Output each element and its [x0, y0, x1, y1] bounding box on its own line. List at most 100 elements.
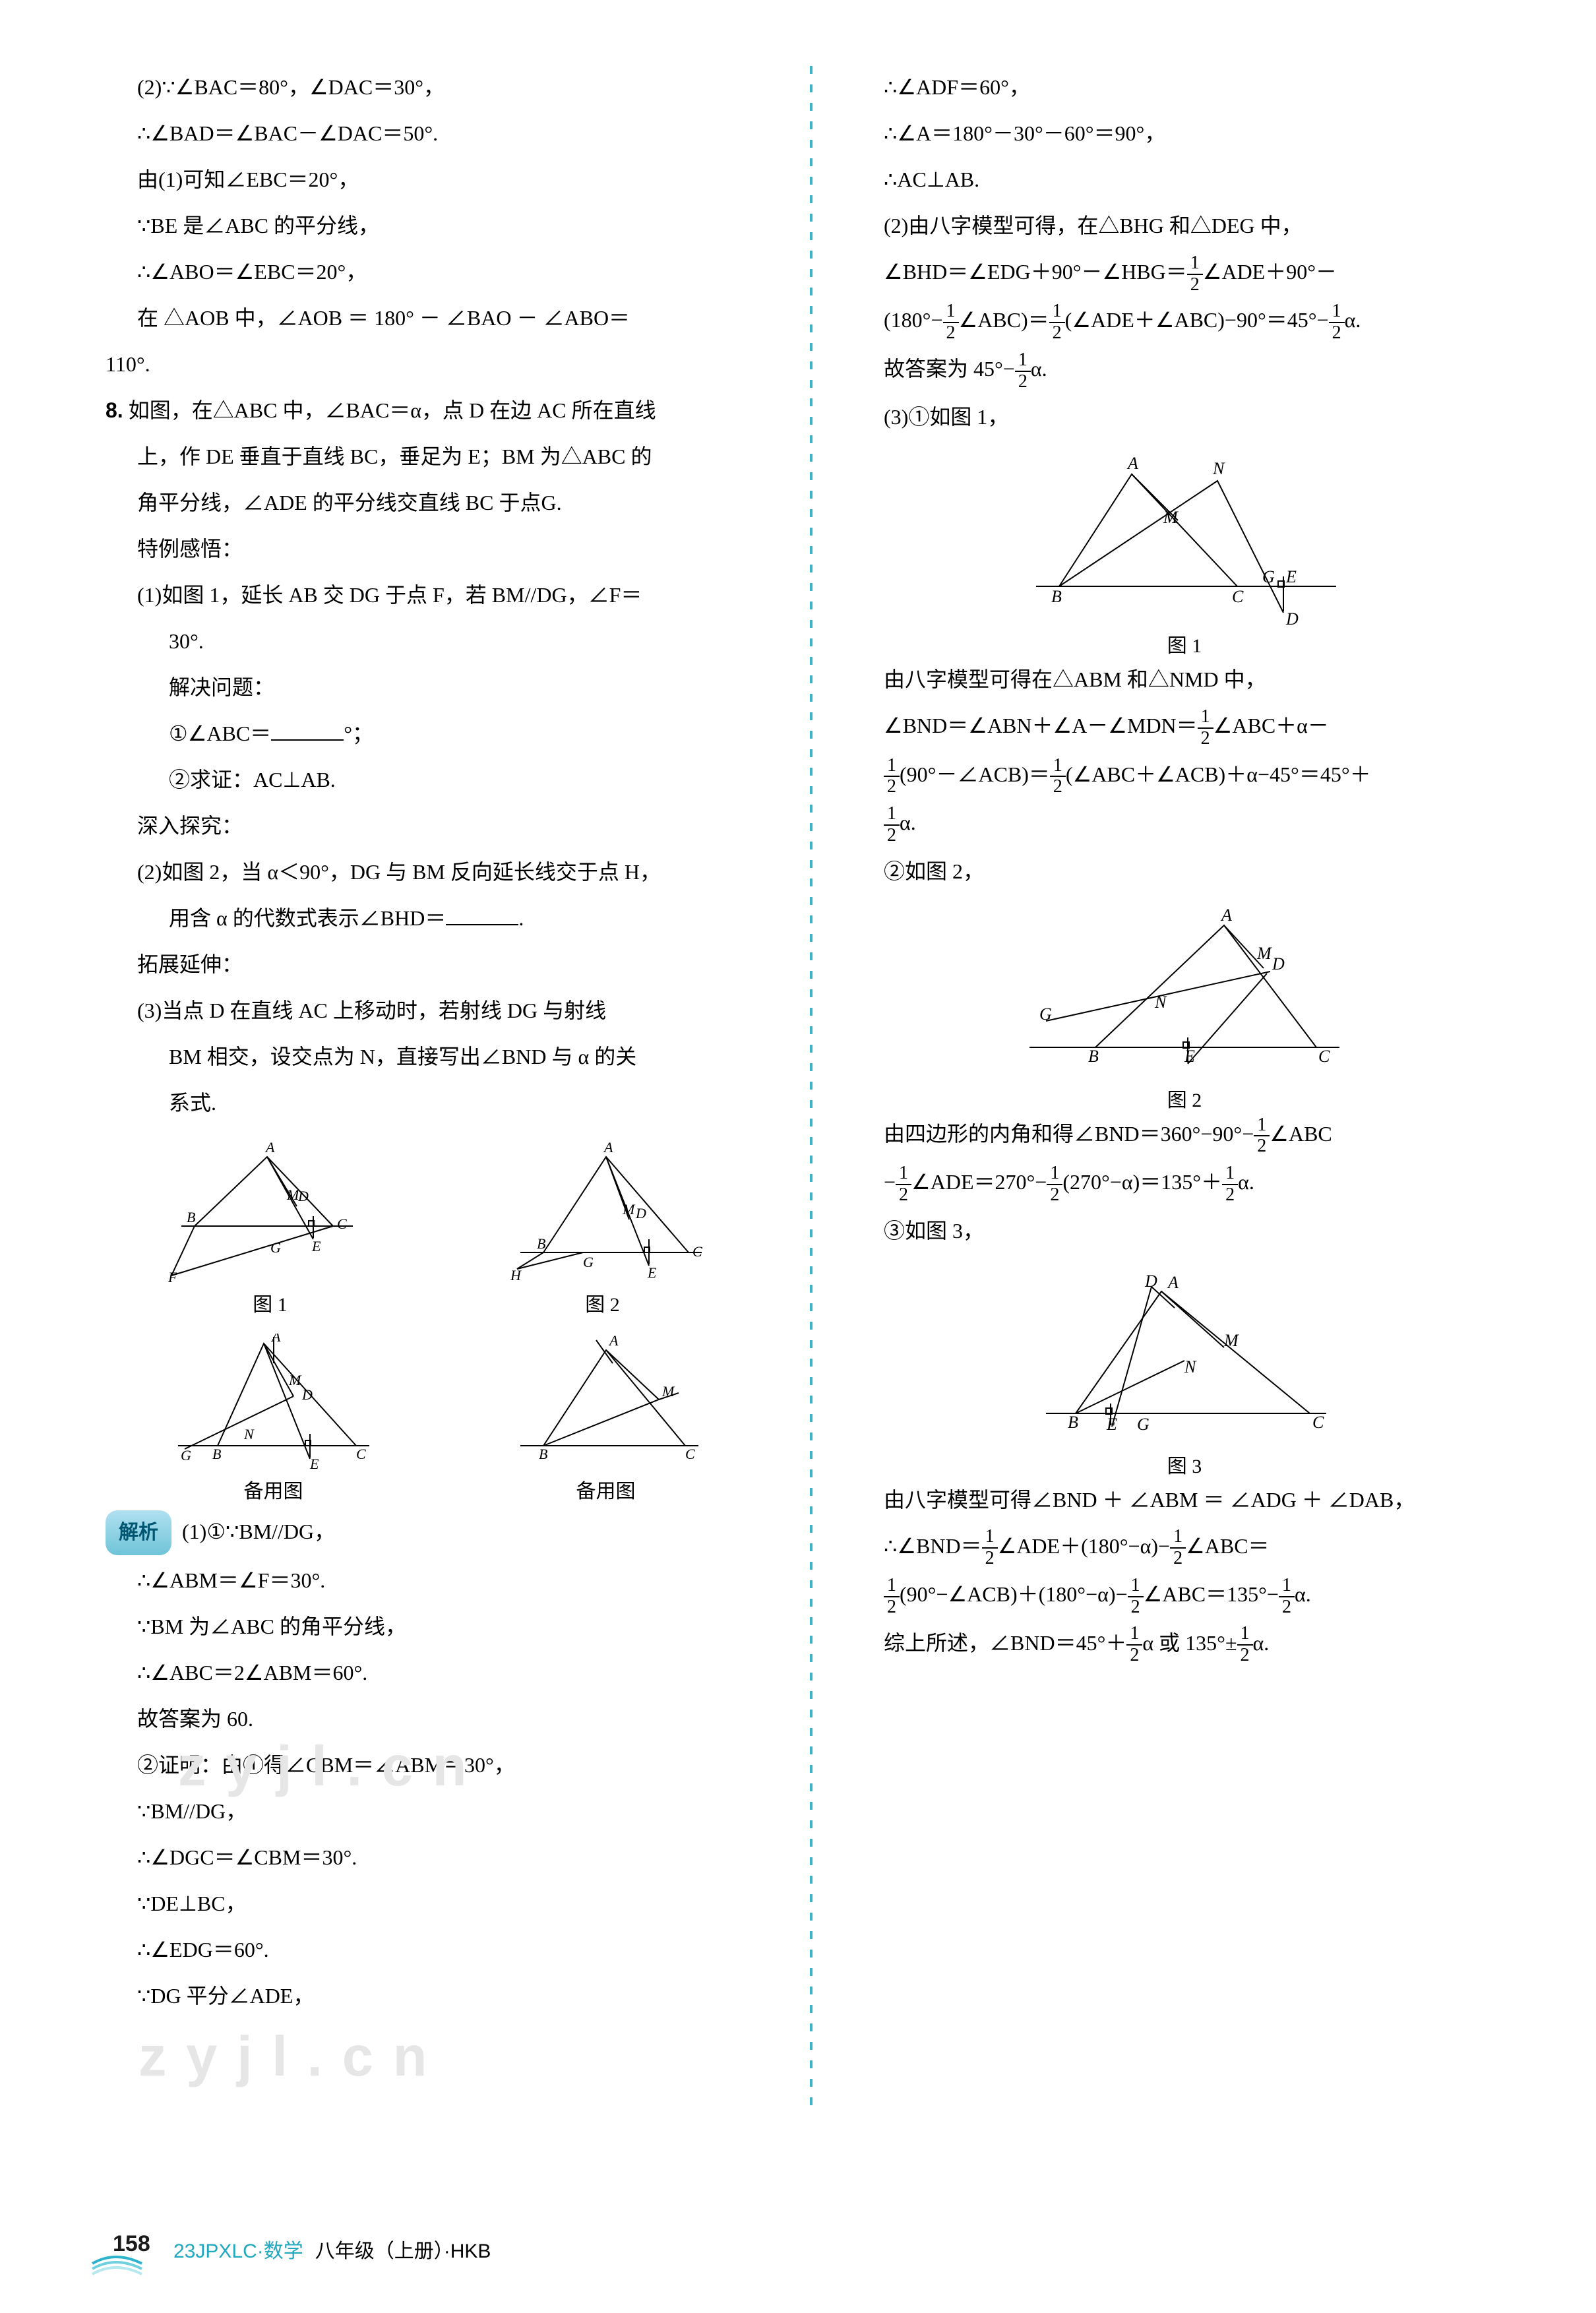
- svg-text:E: E: [1106, 1415, 1117, 1434]
- text-line: ∴∠ABO＝∠EBC＝20°，: [106, 251, 770, 293]
- text-line: ∴∠BAD＝∠BAC－∠DAC＝50°.: [106, 112, 770, 154]
- equation-line: ∠BHD＝∠EDG＋90°－∠HBG＝12∠ADE＋90°－: [852, 251, 1517, 295]
- svg-text:D: D: [1272, 954, 1285, 973]
- figure-2: A B C D M E G H 图 2: [497, 1140, 708, 1317]
- svg-text:N: N: [243, 1426, 255, 1442]
- text-line: ②求证：AC⊥AB.: [106, 758, 770, 801]
- equation-line: −12∠ADE＝270°−12(270°−α)＝135°＋12α.: [852, 1161, 1517, 1205]
- svg-text:G: G: [1039, 1004, 1052, 1024]
- answer-blank[interactable]: [271, 722, 344, 741]
- q8-number: 8.: [106, 398, 123, 422]
- svg-text:D: D: [1144, 1272, 1157, 1291]
- diagram-row-2: A B C D M E G N 备用图: [106, 1334, 770, 1504]
- analysis-block: 解析 (1)①∵BM//DG，: [106, 1510, 770, 1555]
- text-line: 110°.: [106, 343, 770, 385]
- equation-line: (180°−12∠ABC)＝12(∠ADE＋∠ABC)−90°＝45°−12α.: [852, 299, 1517, 343]
- svg-text:M: M: [622, 1201, 636, 1218]
- text-line: ∴∠EDG＝60°.: [106, 1928, 770, 1971]
- text-line: ②如图 2，: [852, 850, 1517, 892]
- text-line: ③如图 3，: [852, 1210, 1517, 1252]
- svg-text:M: M: [286, 1187, 300, 1203]
- svg-text:C: C: [356, 1446, 366, 1462]
- svg-text:M: M: [661, 1383, 675, 1400]
- svg-text:C: C: [1312, 1413, 1324, 1432]
- footer-code: 23JPXLC·数学: [173, 2235, 303, 2264]
- right-fig-3: A D B C M N E G: [852, 1268, 1517, 1446]
- svg-text:G: G: [181, 1447, 191, 1464]
- text-line: 深入探究：: [106, 805, 770, 847]
- svg-text:B: B: [537, 1235, 545, 1252]
- figure-caption: 图 2: [852, 1084, 1517, 1113]
- equation-line: 由四边形的内角和得∠BND＝360°−90°−12∠ABC: [852, 1113, 1517, 1157]
- text-line: (1)如图 1，延长 AB 交 DG 于点 F，若 BM//DG，∠F＝: [106, 574, 770, 616]
- svg-text:D: D: [301, 1386, 313, 1403]
- text-line: 由八字模型可得在△ABM 和△NMD 中，: [852, 658, 1517, 700]
- right-fig-2: A B C D M N E G: [852, 909, 1517, 1080]
- figure-1: A B C D M E G F 图 1: [168, 1140, 373, 1317]
- text-line: ∴∠ABM＝∠F＝30°.: [106, 1559, 770, 1601]
- fill-blank-line: ①∠ABC＝°；: [106, 712, 770, 755]
- svg-text:E: E: [647, 1264, 657, 1281]
- text-line: 角平分线，∠ADE 的平分线交直线 BC 于点G.: [106, 481, 770, 524]
- text-line: 30°.: [106, 620, 770, 662]
- page-number-badge: 158: [102, 2227, 162, 2270]
- svg-text:C: C: [692, 1243, 702, 1260]
- svg-text:M: M: [1223, 1331, 1239, 1350]
- text-line: ∵BM 为∠ABC 的角平分线，: [106, 1605, 770, 1648]
- svg-text:B: B: [1088, 1047, 1099, 1066]
- text-line: 由八字模型可得∠BND ＋ ∠ABM ＝ ∠ADG ＋ ∠DAB，: [852, 1479, 1517, 1521]
- diagram-row-1: A B C D M E G F 图 1: [106, 1140, 770, 1317]
- text-line: (3)当点 D 在直线 AC 上移动时，若射线 DG 与射线: [106, 989, 770, 1032]
- svg-text:E: E: [309, 1456, 319, 1472]
- text-line: ∵BM//DG，: [106, 1790, 770, 1832]
- text-line: (2)如图 2，当 α＜90°，DG 与 BM 反向延长线交于点 H，: [106, 851, 770, 893]
- q8-stem: 如图，在△ABC 中，∠BAC＝α，点 D 在边 AC 所在直线: [129, 398, 656, 422]
- text-line: 在 △AOB 中，∠AOB ＝ 180° － ∠BAO － ∠ABO＝: [106, 297, 770, 339]
- equation-line: ∠BND＝∠ABN＋∠A－∠MDN＝12∠ABC＋α－: [852, 704, 1517, 749]
- svg-text:A: A: [603, 1140, 613, 1156]
- svg-text:N: N: [1154, 993, 1167, 1012]
- right-column: ∴∠ADF＝60°， ∴∠A＝180°－30°－60°＝90°， ∴AC⊥AB.…: [852, 66, 1517, 2111]
- svg-text:C: C: [337, 1216, 347, 1232]
- svg-text:B: B: [187, 1209, 195, 1225]
- svg-text:A: A: [1220, 909, 1232, 925]
- svg-text:B: B: [539, 1446, 547, 1462]
- text-line: 故答案为 60.: [106, 1698, 770, 1740]
- question-8: 8. 如图，在△ABC 中，∠BAC＝α，点 D 在边 AC 所在直线: [106, 389, 770, 431]
- column-divider: [810, 66, 813, 2111]
- svg-text:A: A: [270, 1334, 281, 1345]
- svg-text:N: N: [1184, 1357, 1197, 1376]
- svg-text:D: D: [635, 1205, 646, 1221]
- text-line: ∴∠ADF＝60°，: [852, 66, 1517, 108]
- svg-text:A: A: [1167, 1273, 1179, 1292]
- svg-text:M: M: [1256, 944, 1272, 963]
- right-fig-1: A B C N M D E G: [852, 454, 1517, 626]
- svg-text:G: G: [1262, 567, 1275, 586]
- figure-caption: 图 1: [852, 629, 1517, 658]
- svg-text:E: E: [1285, 567, 1297, 586]
- svg-text:B: B: [1068, 1413, 1078, 1432]
- answer-blank[interactable]: [446, 907, 518, 925]
- figure-backup-1: A B C D M E G N 备用图: [171, 1334, 376, 1504]
- text-line: 拓展延伸：: [106, 943, 770, 985]
- svg-text:H: H: [510, 1267, 522, 1283]
- text-line: 解决问题：: [106, 666, 770, 708]
- equation-line: 12(90°－∠ACB)＝12(∠ABC＋∠ACB)＋α−45°＝45°＋: [852, 753, 1517, 797]
- svg-text:B: B: [212, 1446, 221, 1462]
- page-footer: 158 23JPXLC·数学 八年级（上册）·HKB: [102, 2227, 1517, 2270]
- text-line: 特例感悟：: [106, 528, 770, 570]
- left-column: (2)∵∠BAC＝80°，∠DAC＝30°， ∴∠BAD＝∠BAC－∠DAC＝5…: [106, 66, 770, 2111]
- text-line: ∵DG 平分∠ADE，: [106, 1975, 770, 2017]
- svg-text:A: A: [608, 1334, 619, 1349]
- text-line: 系式.: [106, 1082, 770, 1124]
- svg-text:D: D: [297, 1188, 309, 1204]
- equation-line: 综上所述，∠BND＝45°＋12α 或 135°±12α.: [852, 1622, 1517, 1666]
- text-line: 上，作 DE 垂直于直线 BC，垂足为 E；BM 为△ABC 的: [106, 435, 770, 478]
- svg-text:N: N: [1212, 459, 1225, 478]
- equation-line: ∴∠BND＝12∠ADE＋(180°−α)−12∠ABC＝: [852, 1525, 1517, 1569]
- figure-caption: 备用图: [171, 1475, 376, 1504]
- equation-line: 故答案为 45°−12α.: [852, 348, 1517, 392]
- text-line: ∴∠ABC＝2∠ABM＝60°.: [106, 1651, 770, 1694]
- text-line: ②证明：由①得∠CBM＝∠ABM＝30°，: [106, 1744, 770, 1786]
- watermark: z y j l . c n: [138, 2025, 429, 2089]
